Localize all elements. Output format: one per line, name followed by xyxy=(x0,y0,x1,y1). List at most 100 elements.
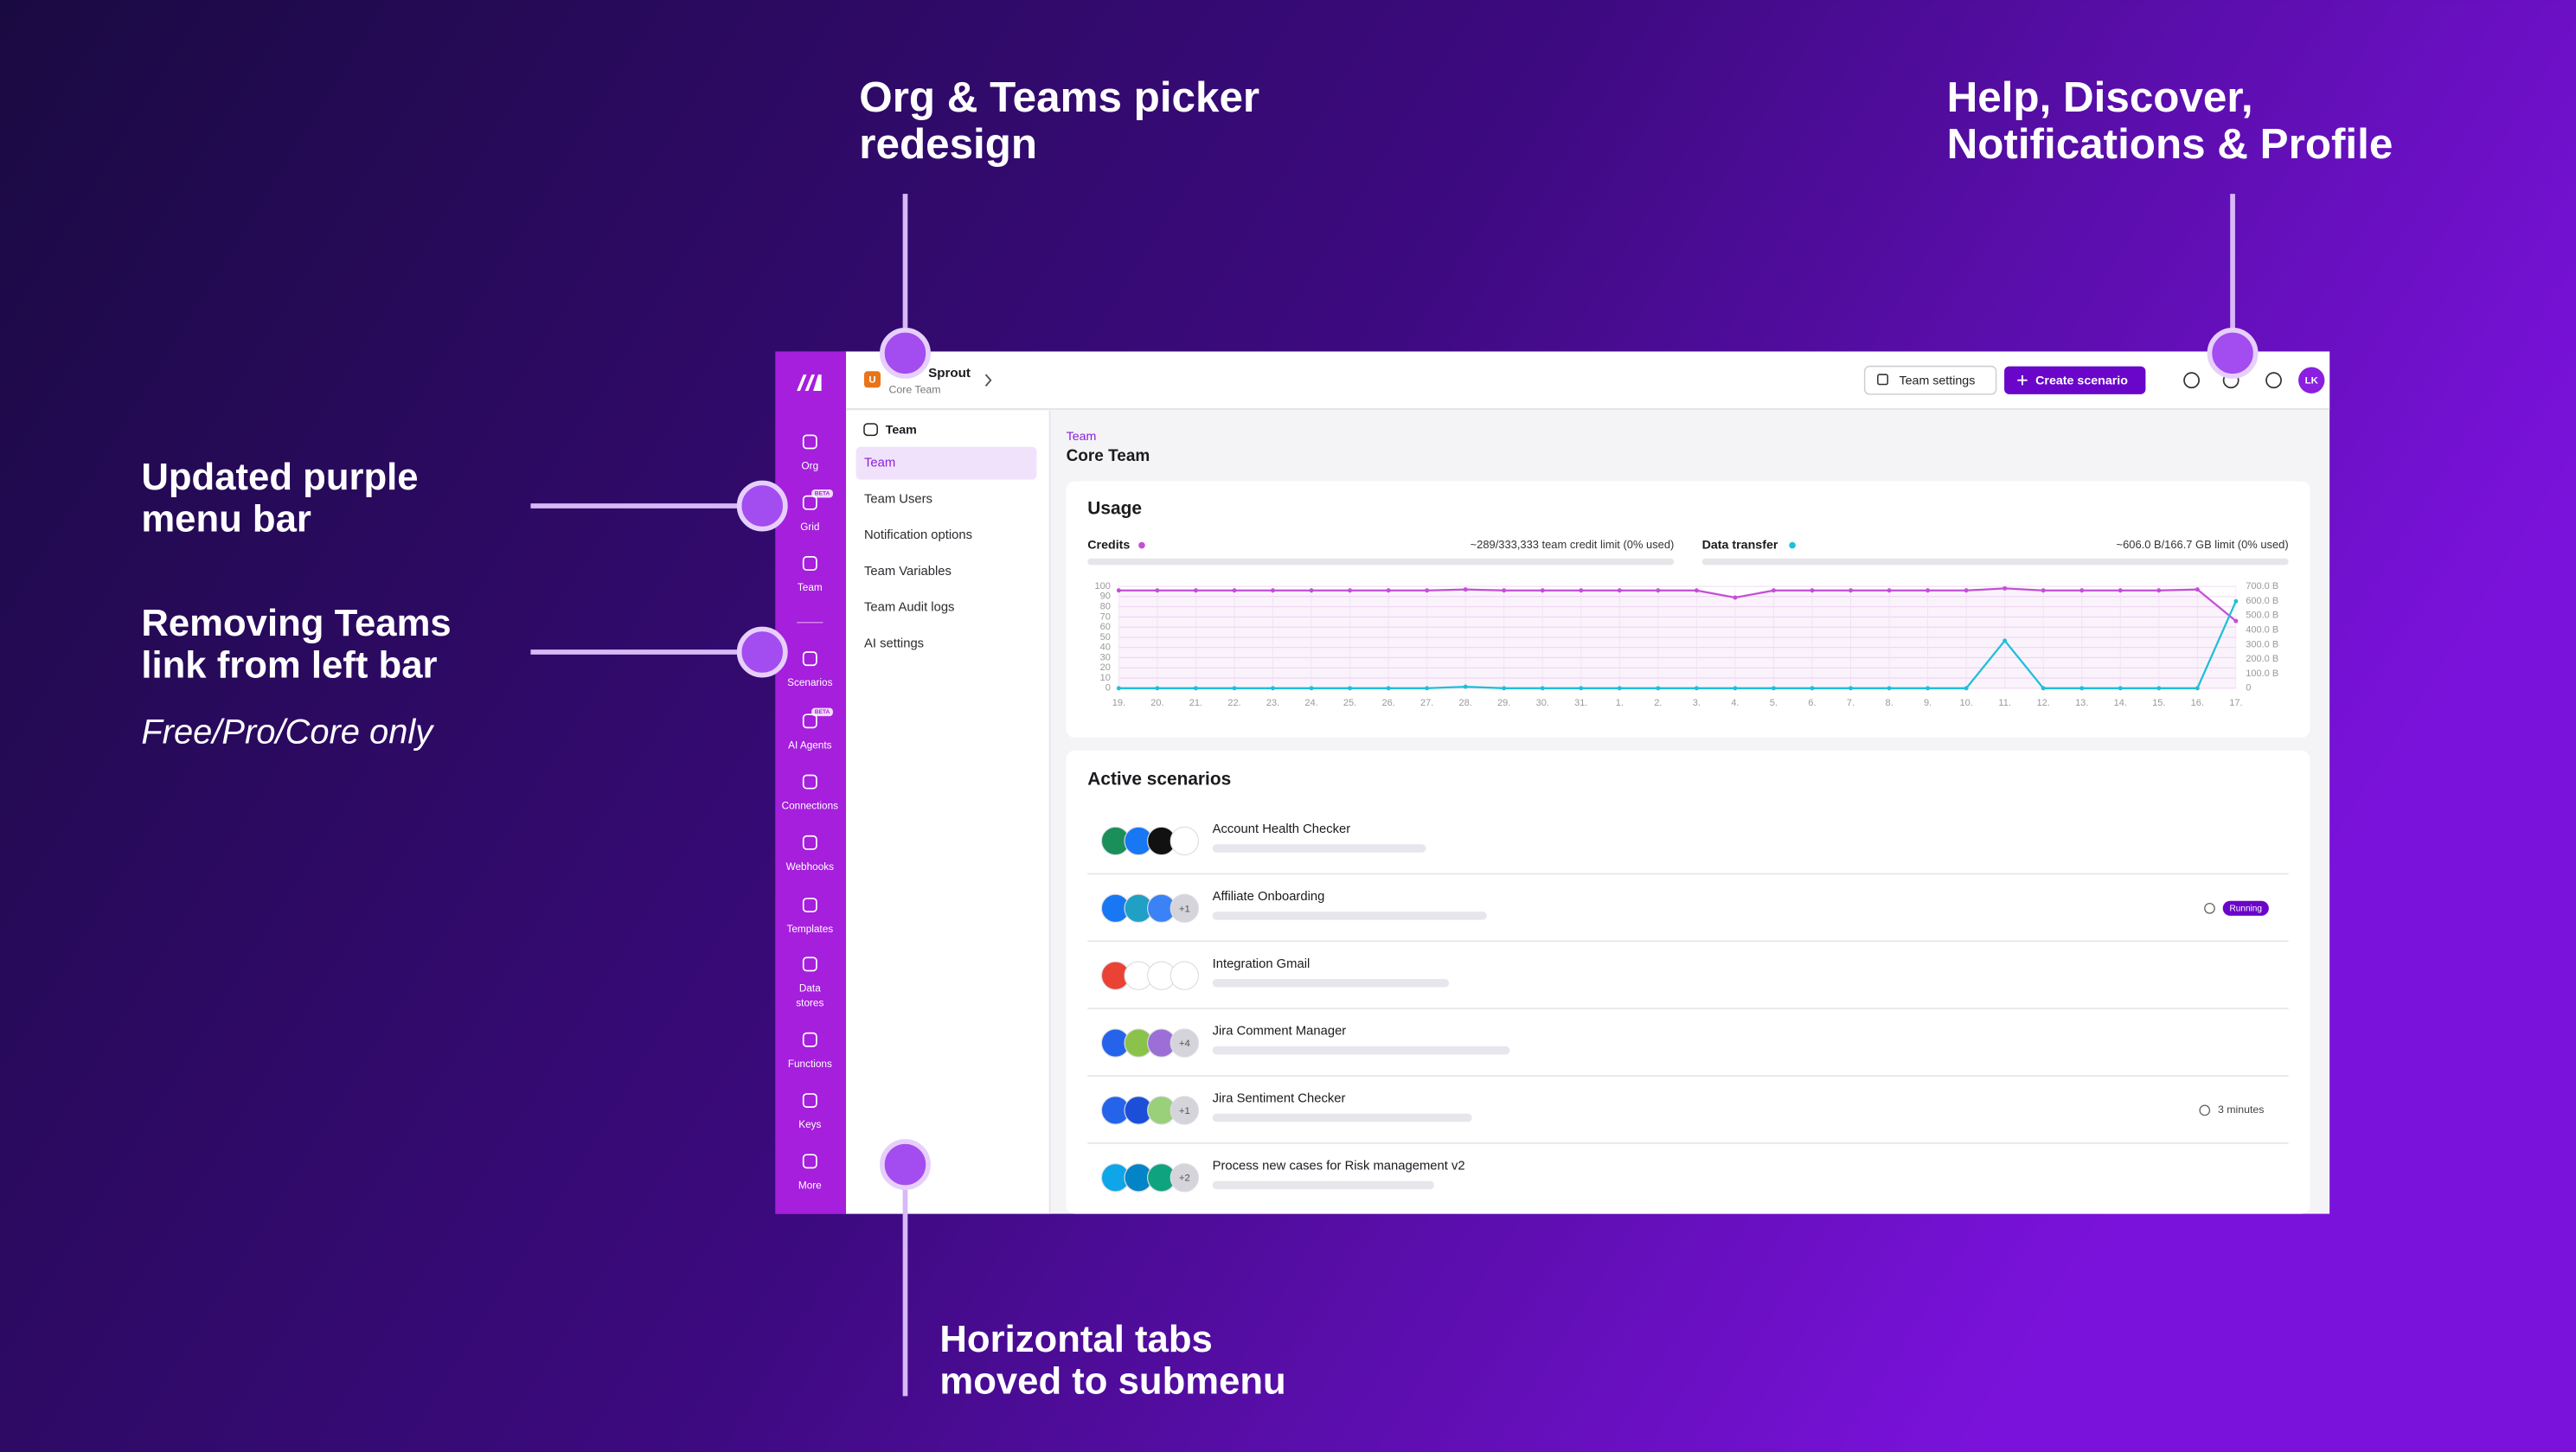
submenu-item[interactable]: Team xyxy=(864,457,895,470)
data-point xyxy=(2041,588,2046,593)
user-initials[interactable]: LK xyxy=(2305,376,2319,387)
nav-icon xyxy=(802,495,817,510)
x-tick-label: 17. xyxy=(2229,698,2242,708)
scenario-name[interactable]: Affiliate Onboarding xyxy=(1213,890,1325,904)
button-label[interactable]: Create scenario xyxy=(2035,374,2128,387)
scenario-name[interactable]: Jira Sentiment Checker xyxy=(1213,1092,1346,1106)
org-name[interactable]: Sprout xyxy=(928,366,971,381)
create-scenario-button[interactable] xyxy=(2004,366,2146,394)
x-tick-label: 26. xyxy=(1381,698,1394,708)
y-tick-label: 90 xyxy=(1100,592,1111,602)
org-avatar xyxy=(863,371,881,388)
status-badge xyxy=(2222,900,2269,916)
x-tick-label: 19. xyxy=(1112,698,1125,708)
data-point xyxy=(2079,686,2085,691)
y2-tick-label: 600.0 B xyxy=(2246,596,2278,606)
app-icon xyxy=(1169,893,1200,924)
team-icon xyxy=(863,423,878,437)
y-tick-label: 30 xyxy=(1100,652,1111,662)
y-tick-label: 10 xyxy=(1100,673,1111,683)
app-icon xyxy=(1169,1096,1200,1125)
nav-label[interactable]: Data xyxy=(799,982,821,994)
data-point xyxy=(1771,686,1776,691)
limit-text: ~289/333,333 team credit limit (0% used) xyxy=(1471,538,1675,551)
y2-tick-label: 400.0 B xyxy=(2246,624,2278,635)
page-title: Core Team xyxy=(1067,447,1150,465)
y-tick-label: 70 xyxy=(1100,611,1111,622)
scenario-name[interactable]: Account Health Checker xyxy=(1213,822,1351,836)
annotation: link from left bar xyxy=(141,644,437,687)
data-point xyxy=(1193,588,1198,593)
submenu-item[interactable]: Team Variables xyxy=(864,565,952,579)
nav-label[interactable]: Scenarios xyxy=(787,677,832,688)
logo-mark xyxy=(797,374,822,392)
card-title: Usage xyxy=(1087,498,1142,518)
x-tick-label: 16. xyxy=(2191,698,2204,708)
submenu-active-bg xyxy=(855,446,1037,480)
data-point xyxy=(1271,588,1275,593)
scenario-name[interactable]: Jira Comment Manager xyxy=(1213,1025,1347,1039)
legend-label: Data transfer xyxy=(1702,538,1778,552)
x-tick-label: 1. xyxy=(1616,698,1624,708)
data-point xyxy=(2156,686,2162,691)
user-avatar[interactable] xyxy=(2298,367,2325,393)
scenario-name[interactable]: Integration Gmail xyxy=(1213,957,1310,971)
data-point xyxy=(1849,588,1853,593)
scenarios-card xyxy=(1066,750,2310,1214)
nav-label[interactable]: Keys xyxy=(798,1119,821,1130)
legend-dot xyxy=(1789,541,1796,549)
scenario-meta-blur xyxy=(1212,1046,1510,1055)
nav-label[interactable]: stores xyxy=(796,998,823,1009)
x-tick-label: 15. xyxy=(2152,698,2165,708)
team-settings-button[interactable] xyxy=(1863,365,1997,395)
data-point xyxy=(1926,588,1931,593)
nav-icon xyxy=(802,898,817,912)
nav-label[interactable]: Grid xyxy=(800,521,819,533)
nav-label[interactable]: AI Agents xyxy=(788,739,831,751)
scenario-meta-blur xyxy=(1212,911,1487,920)
data-point xyxy=(1386,588,1391,593)
nav-label[interactable]: Team xyxy=(798,582,823,593)
nav-label[interactable]: Webhooks xyxy=(786,861,834,873)
nav-label[interactable]: Org xyxy=(802,461,819,472)
y2-tick-label: 300.0 B xyxy=(2246,639,2278,649)
data-point xyxy=(1348,686,1353,691)
data-point xyxy=(2118,686,2123,691)
data-point xyxy=(1694,588,1699,593)
limit-text: ~606.0 B/166.7 GB limit (0% used) xyxy=(2117,538,2289,551)
nav-label[interactable]: Connections xyxy=(782,801,839,812)
legend-dot xyxy=(1138,541,1145,549)
nav-label[interactable]: More xyxy=(798,1180,822,1191)
data-point xyxy=(1964,686,1969,691)
annotation: Notifications & Profile xyxy=(1947,120,2393,168)
data-point xyxy=(2156,588,2162,593)
limit-bar xyxy=(1701,558,2289,566)
data-point xyxy=(1579,686,1584,691)
data-point xyxy=(1502,686,1507,691)
connector-dot xyxy=(880,1139,931,1191)
x-tick-label: 30. xyxy=(1536,698,1549,708)
x-tick-label: 28. xyxy=(1459,698,1472,708)
header-icon[interactable] xyxy=(2265,372,2282,389)
nav-label[interactable]: Templates xyxy=(787,924,834,935)
submenu-item[interactable]: AI settings xyxy=(864,636,924,650)
logo xyxy=(797,374,822,392)
submenu-item[interactable]: Team Users xyxy=(864,492,932,506)
breadcrumb[interactable]: Team xyxy=(1067,430,1097,444)
submenu-item[interactable]: Team Audit logs xyxy=(864,601,954,615)
nav-label[interactable]: Functions xyxy=(788,1059,832,1070)
series-line xyxy=(1118,600,2237,689)
clock-icon xyxy=(2199,1104,2211,1116)
submenu-item[interactable]: Notification options xyxy=(864,528,972,542)
beta-badge: BETA xyxy=(815,491,830,497)
data-point xyxy=(2233,598,2239,604)
data-point xyxy=(1733,686,1738,691)
annotation: Updated purple xyxy=(141,456,418,498)
button-label[interactable]: Team settings xyxy=(1900,374,1976,387)
data-point xyxy=(2079,588,2085,593)
data-point xyxy=(1116,686,1121,691)
x-tick-label: 11. xyxy=(1998,698,2010,708)
header-icon[interactable] xyxy=(2183,372,2200,389)
scenario-name[interactable]: Process new cases for Risk management v2 xyxy=(1213,1159,1465,1173)
